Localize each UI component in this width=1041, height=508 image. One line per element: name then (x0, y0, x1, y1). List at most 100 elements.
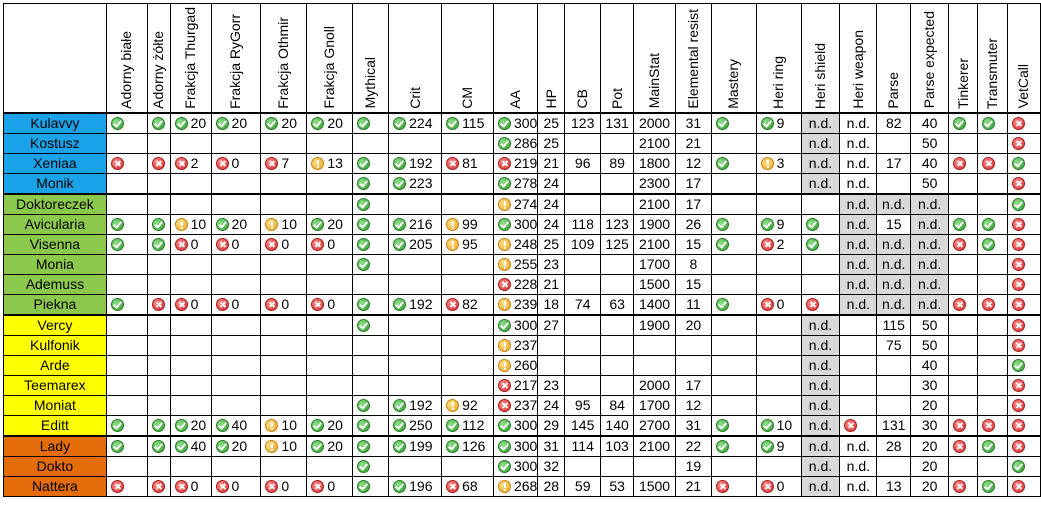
data-cell[interactable]: 59 (564, 475, 602, 497)
data-cell[interactable] (710, 334, 757, 356)
data-cell[interactable]: n.d. (910, 253, 950, 275)
data-cell[interactable] (1006, 414, 1041, 437)
data-cell[interactable] (388, 374, 443, 396)
data-cell[interactable]: n.d. (800, 455, 841, 477)
data-cell[interactable]: 260 (492, 354, 539, 376)
data-cell[interactable] (948, 313, 978, 336)
data-cell[interactable] (600, 313, 635, 336)
data-cell[interactable]: 7 (260, 152, 308, 174)
data-cell[interactable] (976, 394, 1008, 416)
data-cell[interactable] (260, 374, 308, 396)
player-name-cell[interactable]: Piekna (3, 293, 107, 316)
data-cell[interactable]: 11 (674, 293, 712, 316)
data-cell[interactable]: 20 (910, 455, 950, 477)
data-cell[interactable] (105, 192, 148, 215)
data-cell[interactable]: 10 (755, 414, 802, 437)
player-name-cell[interactable]: Teemarex (3, 374, 107, 396)
data-cell[interactable] (210, 374, 262, 396)
data-cell[interactable]: n.d. (839, 273, 878, 295)
data-cell[interactable]: 40 (169, 434, 212, 457)
data-cell[interactable] (306, 394, 354, 416)
data-cell[interactable] (146, 192, 171, 215)
player-name-cell[interactable]: Vercy (3, 313, 107, 336)
data-cell[interactable] (1006, 152, 1041, 174)
data-cell[interactable] (839, 354, 878, 376)
data-cell[interactable]: 32 (537, 455, 566, 477)
data-cell[interactable]: 196 (388, 475, 443, 497)
data-cell[interactable] (600, 374, 635, 396)
data-cell[interactable] (710, 313, 757, 336)
data-cell[interactable]: 255 (492, 253, 539, 275)
data-cell[interactable]: n.d. (800, 475, 841, 497)
data-cell[interactable]: 300 (492, 213, 539, 235)
data-cell[interactable]: 1500 (633, 475, 676, 497)
data-cell[interactable] (600, 253, 635, 275)
data-cell[interactable] (564, 374, 602, 396)
data-cell[interactable] (710, 414, 757, 437)
player-name-cell[interactable]: Dokto (3, 455, 107, 477)
data-cell[interactable]: n.d. (839, 152, 878, 174)
data-cell[interactable] (105, 132, 148, 154)
data-cell[interactable] (441, 374, 494, 396)
data-cell[interactable]: 27 (537, 313, 566, 336)
data-cell[interactable]: 300 (492, 455, 539, 477)
data-cell[interactable]: 40 (910, 152, 950, 174)
data-cell[interactable] (210, 394, 262, 416)
data-cell[interactable] (210, 273, 262, 295)
data-cell[interactable] (169, 132, 212, 154)
data-cell[interactable] (564, 455, 602, 477)
data-cell[interactable]: n.d. (839, 213, 878, 235)
data-cell[interactable]: 1900 (633, 313, 676, 336)
data-cell[interactable]: 17 (674, 374, 712, 396)
data-cell[interactable] (948, 293, 978, 316)
data-cell[interactable]: 82 (441, 293, 494, 316)
data-cell[interactable]: 1500 (633, 273, 676, 295)
data-cell[interactable] (755, 253, 802, 275)
data-cell[interactable]: n.d. (839, 455, 878, 477)
data-cell[interactable]: 192 (388, 293, 443, 316)
data-cell[interactable]: 2100 (633, 132, 676, 154)
data-cell[interactable] (105, 414, 148, 437)
data-cell[interactable] (710, 273, 757, 295)
data-cell[interactable] (306, 313, 354, 336)
data-cell[interactable] (352, 475, 390, 497)
data-cell[interactable]: 10 (260, 213, 308, 235)
data-cell[interactable]: n.d. (800, 374, 841, 396)
data-cell[interactable]: 278 (492, 172, 539, 195)
data-cell[interactable]: 0 (169, 475, 212, 497)
data-cell[interactable]: n.d. (839, 293, 878, 316)
data-cell[interactable] (839, 334, 878, 356)
data-cell[interactable]: 22 (674, 434, 712, 457)
data-cell[interactable] (169, 192, 212, 215)
data-cell[interactable] (260, 132, 308, 154)
data-cell[interactable]: 17 (674, 192, 712, 215)
data-cell[interactable]: n.d. (910, 293, 950, 316)
data-cell[interactable] (564, 192, 602, 215)
data-cell[interactable]: 2300 (633, 172, 676, 195)
data-cell[interactable] (600, 172, 635, 195)
data-cell[interactable]: 20 (210, 213, 262, 235)
data-cell[interactable] (210, 253, 262, 275)
data-cell[interactable]: n.d. (876, 273, 912, 295)
data-cell[interactable]: 192 (388, 152, 443, 174)
data-cell[interactable] (948, 374, 978, 396)
data-cell[interactable] (800, 293, 841, 316)
data-cell[interactable] (1006, 374, 1041, 396)
data-cell[interactable]: 20 (306, 111, 354, 134)
data-cell[interactable]: 0 (306, 233, 354, 255)
data-cell[interactable]: 2100 (633, 434, 676, 457)
data-cell[interactable] (948, 354, 978, 376)
data-cell[interactable] (564, 273, 602, 295)
data-cell[interactable] (169, 354, 212, 376)
data-cell[interactable]: n.d. (839, 172, 878, 195)
data-cell[interactable]: 248 (492, 233, 539, 255)
data-cell[interactable] (1006, 293, 1041, 316)
data-cell[interactable]: n.d. (800, 434, 841, 457)
data-cell[interactable] (146, 233, 171, 255)
player-name-cell[interactable]: Monik (3, 172, 107, 195)
data-cell[interactable] (948, 213, 978, 235)
data-cell[interactable] (710, 152, 757, 174)
data-cell[interactable]: 125 (600, 233, 635, 255)
data-cell[interactable]: 223 (388, 172, 443, 195)
data-cell[interactable] (755, 132, 802, 154)
